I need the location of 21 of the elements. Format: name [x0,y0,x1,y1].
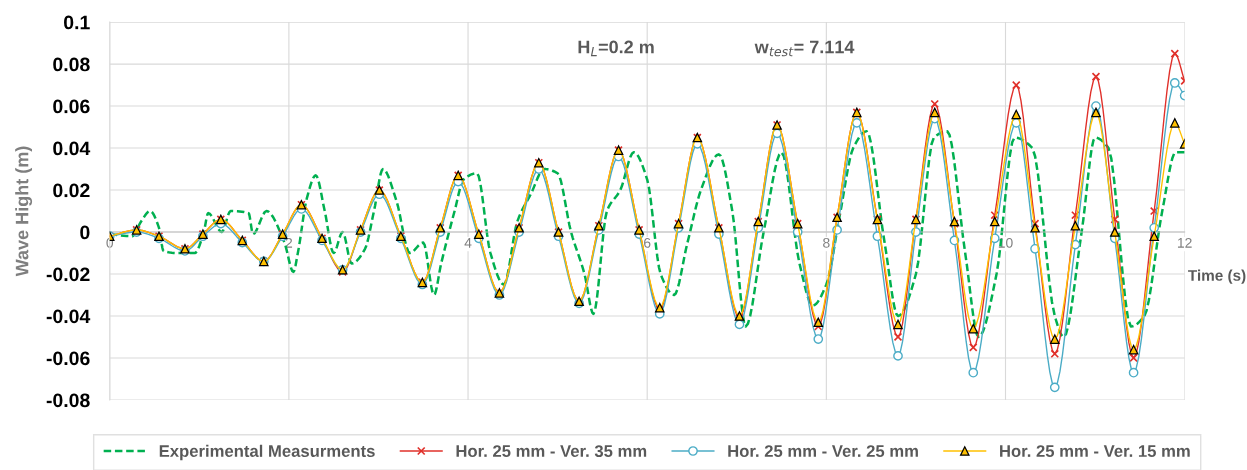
x-tick-label: 12 [1177,237,1192,248]
y-tick-label: -0.04 [46,309,91,324]
y-tick-label: -0.08 [46,393,90,408]
legend-label: Hor. 25 mm - Ver. 15 mm [1000,445,1190,457]
x-tick-label: 6 [644,237,651,248]
x-axis-title: Time (s) [1188,269,1246,284]
y-tick-label: -0.06 [46,351,90,366]
annotation: H$_{L}$=0.2 m [578,40,654,57]
x-tick-label: 4 [464,238,472,248]
y-tick-label: 0.06 [53,99,90,114]
legend-label: Hor. 25 mm - Ver. 25 mm [728,445,918,457]
legend-label: Experimental Measurments [159,444,375,461]
y-tick-label: 0.04 [53,141,91,156]
y-tick-label: -0.02 [46,267,90,282]
y-tick-label: 0.02 [53,183,90,198]
y-tick-label: 0.08 [53,57,90,72]
y-tick-label: 0.1 [64,15,90,30]
legend-label: Hor. 25 mm - Ver. 35 mm [456,445,647,458]
annotation: w$_{test}$= 7.114 [754,40,855,57]
y-axis-title: Wave Hight (m) [15,146,33,277]
x-tick-label: 8 [823,237,830,248]
